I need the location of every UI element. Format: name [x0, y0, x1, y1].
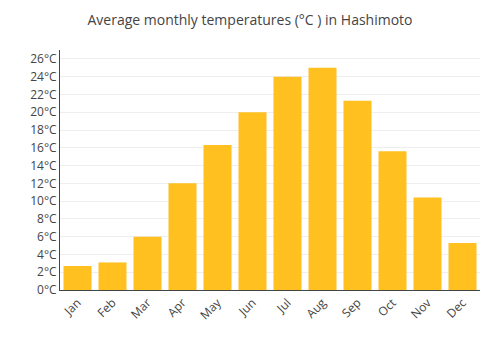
svg-text:Oct: Oct	[374, 294, 400, 320]
svg-text:0°C: 0°C	[37, 281, 57, 298]
svg-text:2°C: 2°C	[37, 263, 57, 280]
svg-text:16°C: 16°C	[30, 139, 57, 156]
svg-text:Apr: Apr	[164, 294, 190, 320]
svg-text:Aug: Aug	[302, 294, 330, 322]
svg-text:Average monthly temperatures (: Average monthly temperatures (°C ) in Ha…	[87, 10, 412, 29]
svg-text:Jul: Jul	[272, 294, 294, 316]
svg-text:20°C: 20°C	[30, 103, 57, 120]
svg-text:22°C: 22°C	[30, 86, 57, 103]
svg-text:12°C: 12°C	[30, 175, 57, 192]
svg-text:May: May	[196, 294, 225, 323]
svg-text:10°C: 10°C	[30, 192, 57, 209]
svg-text:18°C: 18°C	[30, 121, 57, 138]
svg-text:Sep: Sep	[338, 294, 365, 321]
svg-text:Nov: Nov	[407, 294, 435, 322]
svg-text:26°C: 26°C	[30, 50, 57, 67]
svg-text:8°C: 8°C	[37, 210, 57, 227]
svg-text:Jun: Jun	[234, 294, 259, 319]
svg-text:24°C: 24°C	[30, 68, 57, 85]
svg-text:4°C: 4°C	[37, 246, 57, 263]
svg-text:14°C: 14°C	[30, 157, 57, 174]
svg-text:Dec: Dec	[443, 294, 470, 321]
svg-text:6°C: 6°C	[37, 228, 57, 245]
svg-text:Jan: Jan	[60, 294, 85, 319]
svg-text:Feb: Feb	[93, 294, 119, 320]
svg-text:Mar: Mar	[127, 294, 155, 322]
